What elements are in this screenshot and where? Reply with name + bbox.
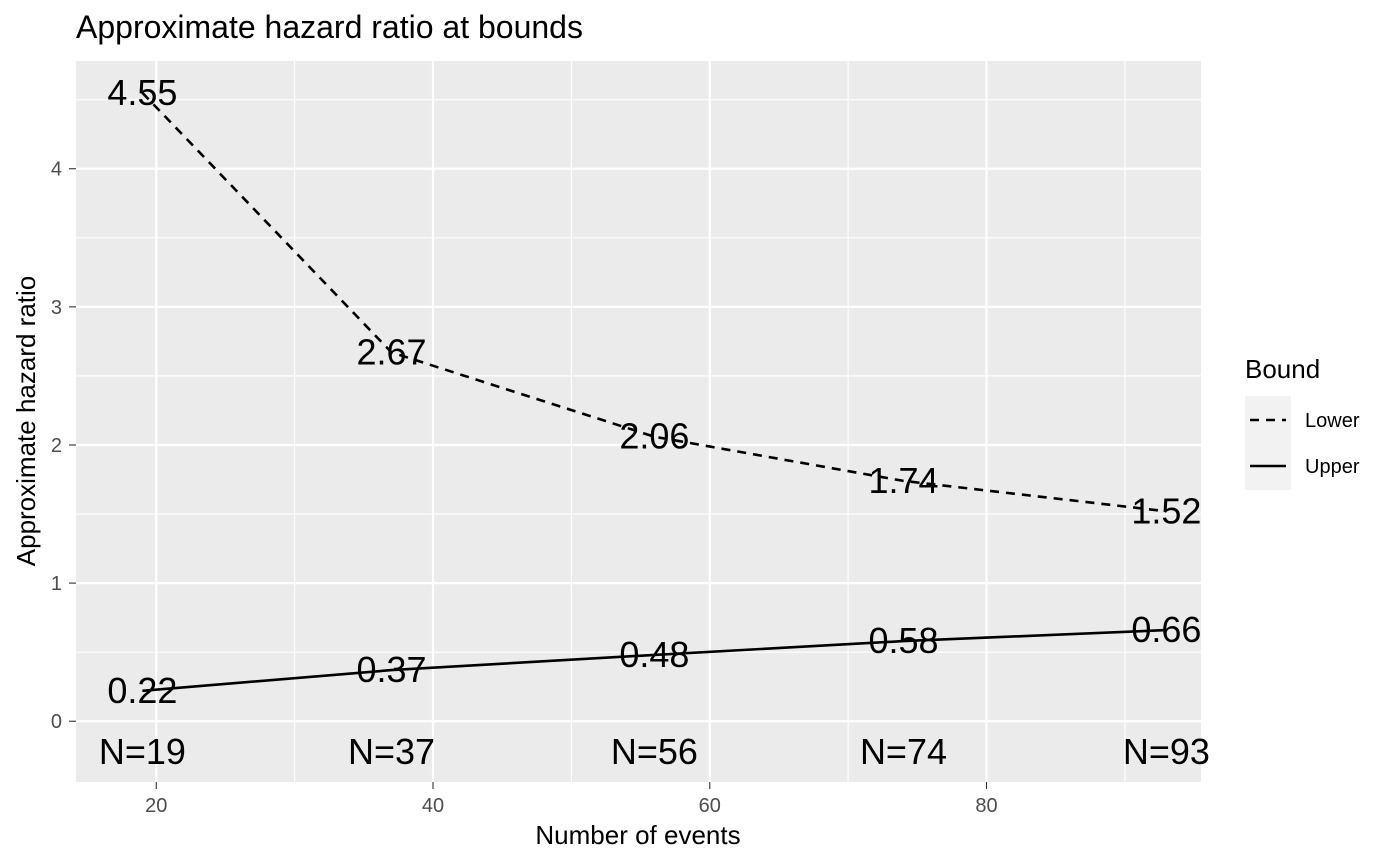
series-line-upper bbox=[142, 628, 1167, 693]
n-label: N=93 bbox=[1123, 731, 1210, 772]
data-label-upper: 0.37 bbox=[356, 649, 426, 690]
legend-label-upper: Upper bbox=[1305, 456, 1360, 478]
data-label-lower: 1.74 bbox=[868, 460, 938, 501]
legend-label-lower: Lower bbox=[1305, 410, 1360, 432]
y-tick-label: 0 bbox=[51, 711, 62, 733]
axes: 0 1 2 3 4 20 40 60 80 bbox=[51, 159, 998, 817]
grid-lines bbox=[76, 61, 1201, 782]
data-labels: 4.55 2.67 2.06 1.74 1.52 0.22 0.37 0.48 0.58 0.66 bbox=[107, 72, 1201, 711]
x-tick-label: 60 bbox=[699, 795, 721, 817]
x-tick-label: 20 bbox=[145, 795, 167, 817]
x-tick-label: 40 bbox=[422, 795, 444, 817]
data-label-lower: 2.06 bbox=[619, 416, 689, 457]
data-label-lower: 4.55 bbox=[107, 72, 177, 113]
legend-key-background bbox=[1245, 396, 1291, 490]
plot-panel bbox=[76, 61, 1201, 782]
n-label: N=74 bbox=[860, 731, 947, 772]
n-label: N=19 bbox=[99, 731, 186, 772]
n-label: N=56 bbox=[611, 731, 698, 772]
x-axis-title: Number of events bbox=[535, 820, 740, 850]
x-tick-label: 80 bbox=[975, 795, 997, 817]
data-label-lower: 1.52 bbox=[1131, 490, 1201, 531]
y-tick-label: 1 bbox=[51, 573, 62, 595]
y-tick-label: 4 bbox=[51, 159, 62, 181]
legend-entries: Lower Upper bbox=[1250, 410, 1360, 478]
data-label-upper: 0.48 bbox=[619, 634, 689, 675]
data-label-lower: 2.67 bbox=[356, 331, 426, 372]
y-tick-label: 3 bbox=[51, 297, 62, 319]
chart-title: Approximate hazard ratio at bounds bbox=[76, 9, 583, 45]
n-labels: N=19 N=37 N=56 N=74 N=93 bbox=[99, 731, 1210, 772]
series-line-lower bbox=[141, 91, 1167, 513]
data-label-upper: 0.58 bbox=[868, 620, 938, 661]
series-lines bbox=[141, 91, 1167, 693]
y-tick-label: 2 bbox=[51, 435, 62, 457]
data-label-upper: 0.66 bbox=[1131, 609, 1201, 650]
legend-title: Bound bbox=[1245, 354, 1320, 384]
n-label: N=37 bbox=[348, 731, 435, 772]
legend: Bound Lower Upper bbox=[1245, 354, 1360, 490]
y-axis-title: Approximate hazard ratio bbox=[11, 276, 41, 566]
data-label-upper: 0.22 bbox=[107, 670, 177, 711]
